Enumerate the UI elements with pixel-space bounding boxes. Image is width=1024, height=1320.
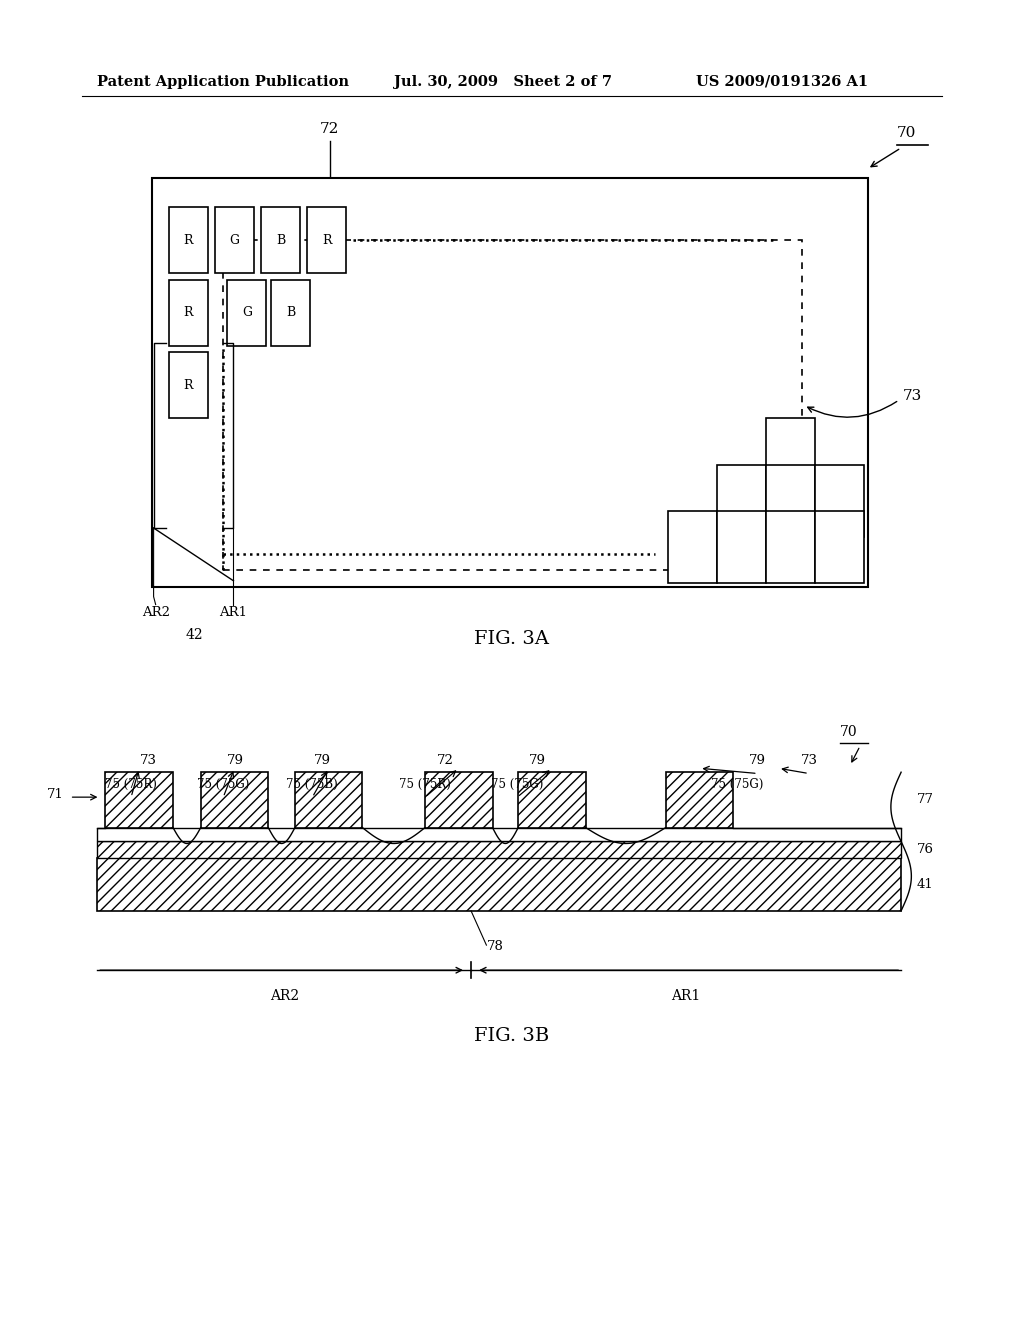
Text: 78: 78	[486, 940, 503, 953]
Bar	[97, 828, 901, 841]
Bar	[169, 352, 208, 418]
Bar	[815, 511, 864, 583]
Text: FIG. 3B: FIG. 3B	[474, 1027, 550, 1045]
Bar	[766, 465, 815, 537]
Bar	[223, 240, 802, 570]
Bar	[97, 841, 901, 858]
Bar	[717, 511, 766, 583]
Text: 75 (75G): 75 (75G)	[711, 777, 764, 791]
Bar	[97, 841, 901, 858]
Bar	[97, 858, 901, 911]
Bar	[215, 207, 254, 273]
Bar	[271, 280, 310, 346]
Bar	[425, 772, 493, 828]
Text: G: G	[242, 306, 252, 319]
Text: 75 (75B): 75 (75B)	[287, 777, 338, 791]
Bar	[666, 772, 733, 828]
Text: R: R	[183, 379, 194, 392]
Text: 70: 70	[840, 725, 857, 739]
Text: 73: 73	[140, 754, 157, 767]
Text: 75 (75R): 75 (75R)	[105, 777, 157, 791]
Text: 73: 73	[801, 754, 817, 767]
Bar	[295, 772, 362, 828]
Bar	[518, 772, 586, 828]
Bar	[261, 207, 300, 273]
Bar	[815, 465, 864, 537]
Text: 79: 79	[314, 754, 331, 767]
Text: 73: 73	[903, 389, 923, 403]
Text: 76: 76	[916, 843, 934, 855]
Bar	[152, 178, 868, 587]
Text: Jul. 30, 2009   Sheet 2 of 7: Jul. 30, 2009 Sheet 2 of 7	[394, 75, 612, 88]
Text: B: B	[275, 234, 286, 247]
Bar	[668, 511, 717, 583]
Bar	[295, 772, 362, 828]
Text: AR1: AR1	[672, 989, 700, 1003]
Text: 79: 79	[529, 754, 546, 767]
Bar	[105, 772, 173, 828]
Text: 70: 70	[897, 125, 916, 140]
Text: 71: 71	[47, 788, 63, 801]
Bar	[227, 280, 266, 346]
Text: AR1: AR1	[219, 606, 248, 619]
Text: 42: 42	[185, 628, 204, 643]
Text: 77: 77	[916, 793, 934, 807]
Bar	[666, 772, 733, 828]
Bar	[766, 418, 815, 491]
Text: 72: 72	[321, 121, 339, 136]
Text: B: B	[286, 306, 296, 319]
Text: R: R	[183, 306, 194, 319]
Bar	[97, 858, 901, 911]
Bar	[766, 511, 815, 583]
Text: Patent Application Publication: Patent Application Publication	[97, 75, 349, 88]
Bar	[307, 207, 346, 273]
Text: AR2: AR2	[141, 606, 170, 619]
Text: 75 (75G): 75 (75G)	[197, 777, 250, 791]
Bar	[201, 772, 268, 828]
Bar	[201, 772, 268, 828]
Bar	[169, 280, 208, 346]
Text: AR2: AR2	[269, 989, 299, 1003]
Bar	[169, 207, 208, 273]
Text: 72: 72	[437, 754, 454, 767]
Text: FIG. 3A: FIG. 3A	[474, 630, 550, 648]
Text: 79: 79	[227, 754, 244, 767]
Text: G: G	[229, 234, 240, 247]
Text: 79: 79	[750, 754, 766, 767]
Text: R: R	[183, 234, 194, 247]
Bar	[425, 772, 493, 828]
Text: US 2009/0191326 A1: US 2009/0191326 A1	[696, 75, 868, 88]
Bar	[518, 772, 586, 828]
Text: R: R	[322, 234, 332, 247]
Text: 41: 41	[916, 878, 933, 891]
Bar	[105, 772, 173, 828]
Text: 75 (75R): 75 (75R)	[399, 777, 451, 791]
Text: 75 (75G): 75 (75G)	[490, 777, 544, 791]
Bar	[717, 465, 766, 537]
